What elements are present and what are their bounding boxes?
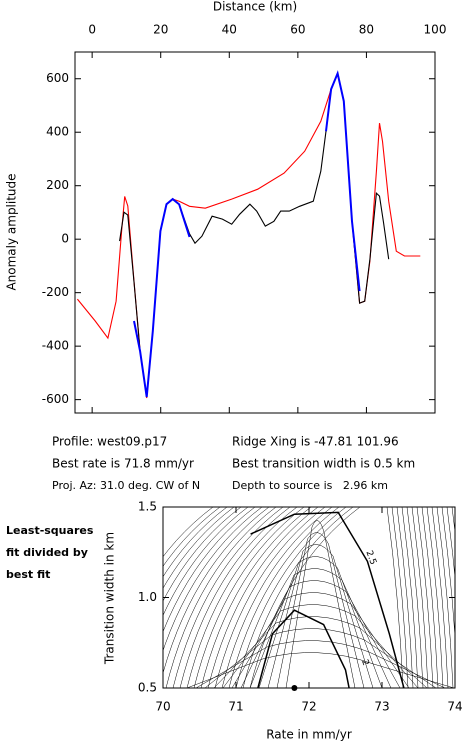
y-tick-label: 1.5 [138, 500, 157, 514]
contour-line [214, 507, 326, 688]
y-tick-label: 0.5 [138, 681, 157, 695]
info-text: Best rate is 71.8 mm/yr [52, 457, 194, 471]
info-text: Best transition width is 0.5 km [232, 457, 415, 471]
contour-line [163, 507, 221, 567]
contour-line [165, 507, 277, 688]
info-text: Profile: west09.p17 [52, 435, 167, 449]
contour-line [406, 507, 424, 688]
y-tick-label: 400 [46, 125, 69, 139]
contour-line [193, 507, 305, 688]
contour-line [258, 556, 383, 688]
contour-line [163, 507, 214, 558]
contours: 2.52 [250, 511, 405, 688]
contour-line [231, 592, 410, 688]
x-tick-label: 40 [222, 23, 237, 37]
contour-line [186, 652, 455, 688]
contour-line [179, 507, 291, 688]
contour-line [195, 640, 446, 688]
y-tick-label: 1.0 [138, 590, 157, 604]
contour-level [257, 609, 350, 688]
plot-area [76, 70, 421, 399]
contour-line [401, 507, 419, 688]
x-tick-label: 70 [155, 700, 170, 714]
contour-line [163, 507, 270, 674]
contour-line [391, 507, 409, 688]
x-tick-label: 71 [228, 700, 243, 714]
contour-line [421, 507, 439, 688]
contour-line [267, 544, 374, 688]
x-tick-label: 73 [374, 700, 389, 714]
x-axis-label: Distance (km) [213, 0, 297, 14]
note-text: Least-squares [6, 524, 94, 537]
contour-line [436, 507, 454, 688]
x-tick-label: 74 [447, 700, 462, 714]
contour-line [411, 507, 429, 688]
y-tick-label: 600 [46, 71, 69, 85]
note-text: fit divided by [6, 546, 88, 559]
x-tick-label: 20 [153, 23, 168, 37]
y-tick-label: -400 [42, 339, 69, 353]
note-text: best fit [6, 568, 50, 581]
contour-line [242, 507, 354, 688]
contour-line [249, 568, 392, 688]
contour-line [396, 507, 414, 688]
contour-line [213, 616, 428, 688]
contour-line [426, 507, 444, 688]
info-text: Proj. Az: 31.0 deg. CW of N [52, 479, 200, 492]
series-line [133, 70, 361, 398]
plot-frame [162, 506, 456, 689]
contour-level [250, 511, 405, 688]
contour-line [163, 507, 263, 652]
contour-line [276, 532, 365, 688]
plot-frame [74, 51, 436, 414]
best-point [291, 685, 298, 691]
y-tick-label: 200 [46, 178, 69, 192]
contour-line [416, 507, 434, 688]
contour-line [431, 507, 449, 688]
contour-line [222, 604, 419, 688]
x-axis-label: Rate in mm/yr [266, 728, 352, 742]
contour-line [240, 580, 401, 688]
y-axis-label: Anomaly amplitude [5, 173, 19, 290]
contour-label: 2 [359, 658, 370, 667]
contour-line [204, 628, 437, 688]
y-axis-label: Transition width in km [103, 532, 117, 665]
contour-line [207, 507, 319, 688]
x-tick-label: 72 [301, 700, 316, 714]
y-tick-label: -200 [42, 285, 69, 299]
contour-line [163, 507, 249, 617]
contour-line [446, 507, 455, 579]
contour-line [163, 507, 228, 578]
x-tick-label: 60 [290, 23, 305, 37]
x-tick-label: 80 [359, 23, 374, 37]
contour-label: 2.5 [363, 549, 377, 566]
contour-line [163, 507, 256, 633]
contour-line [386, 507, 404, 688]
contour-line [221, 507, 333, 688]
plot-area [163, 507, 455, 688]
contour-line [285, 520, 356, 688]
x-tick-label: 0 [88, 23, 96, 37]
contour-line [163, 507, 242, 602]
y-tick-label: -600 [42, 392, 69, 406]
contour-line [172, 507, 284, 688]
contour-line [200, 507, 312, 688]
y-tick-label: 0 [61, 232, 69, 246]
contour-line [163, 507, 235, 589]
series-line [76, 71, 421, 399]
info-text: Depth to source is 2.96 km [232, 479, 388, 492]
x-tick-label: 100 [424, 23, 447, 37]
info-text: Ridge Xing is -47.81 101.96 [232, 435, 399, 449]
contour-line [186, 507, 298, 688]
